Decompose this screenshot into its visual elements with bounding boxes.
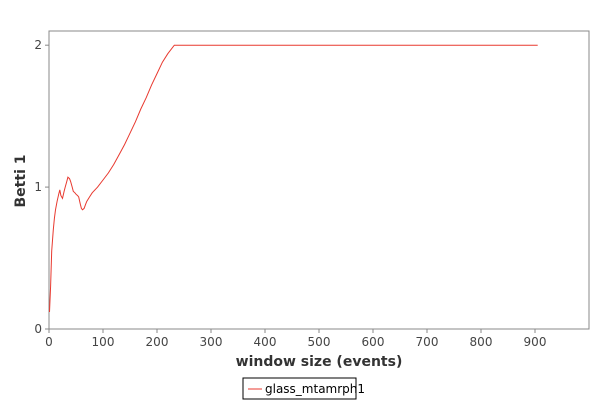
- y-tick-label: 2: [34, 38, 42, 52]
- y-tick-label: 1: [34, 180, 42, 194]
- x-tick-label: 100: [92, 335, 115, 349]
- x-tick-label: 600: [362, 335, 385, 349]
- legend-box: [242, 377, 357, 400]
- series-line-glass_mtamrph1: [49, 44, 538, 313]
- x-tick-label: 400: [254, 335, 277, 349]
- y-axis: 0 1 2: [34, 38, 49, 336]
- x-tick-label: 800: [470, 335, 493, 349]
- x-tick-label: 500: [308, 335, 331, 349]
- x-tick-label: 0: [45, 335, 53, 349]
- y-axis-title: Betti 1: [13, 155, 29, 208]
- x-tick-label: 900: [524, 335, 547, 349]
- x-axis: 0 100 200 300 400 500 600 700 800 900: [45, 329, 546, 349]
- legend: glass_mtamrph1: [242, 377, 365, 400]
- x-tick-label: 200: [146, 335, 169, 349]
- y-tick-label: 0: [34, 322, 42, 336]
- legend-label-glass_mtamrph1: glass_mtamrph1: [265, 382, 365, 396]
- x-tick-label: 700: [416, 335, 439, 349]
- x-axis-title: window size (events): [236, 354, 403, 370]
- x-tick-label: 300: [200, 335, 223, 349]
- plot-area: [48, 30, 590, 330]
